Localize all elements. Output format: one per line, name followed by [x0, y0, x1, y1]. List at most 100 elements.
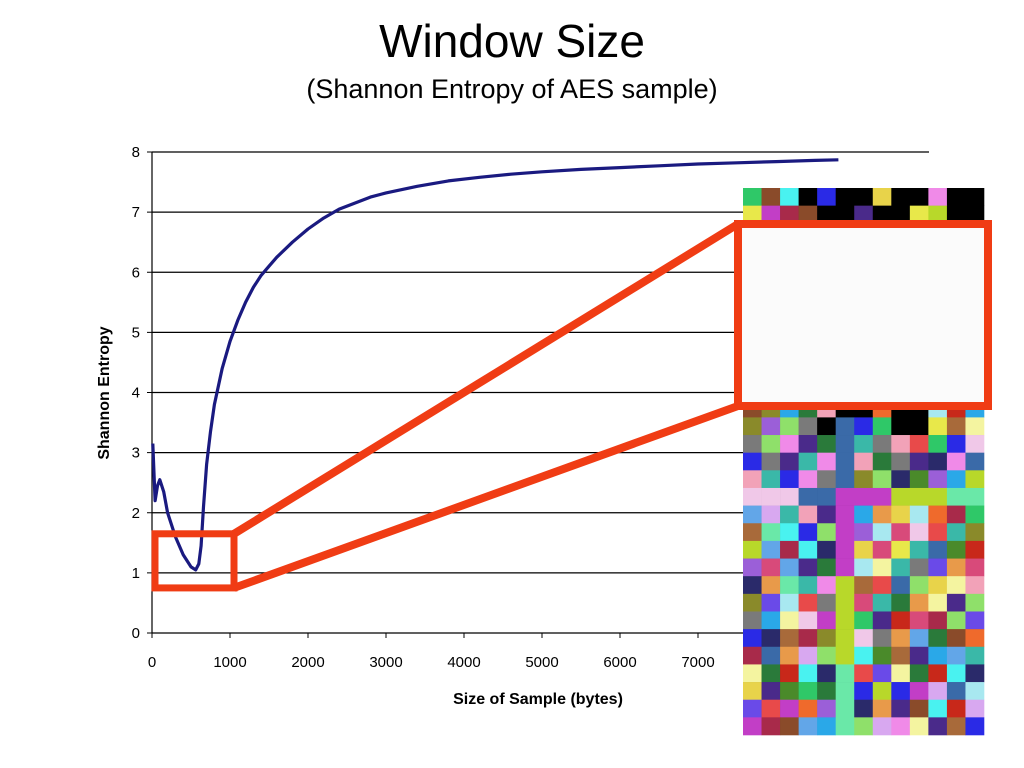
mosaic-cell — [965, 188, 985, 206]
mosaic-cell — [891, 664, 911, 683]
zoom-window-fill — [738, 224, 988, 406]
mosaic-cell — [891, 487, 911, 506]
mosaic-cell — [891, 417, 911, 436]
mosaic-cell — [872, 188, 892, 206]
mosaic-cell — [854, 470, 874, 489]
mosaic-cell — [817, 646, 836, 665]
mosaic-cell — [965, 452, 985, 471]
mosaic-cell — [909, 188, 929, 206]
mosaic-cell — [835, 505, 855, 524]
mosaic-cell — [761, 523, 781, 542]
mosaic-cell — [872, 205, 892, 224]
mosaic-cell — [780, 188, 799, 206]
mosaic-cell — [891, 717, 911, 736]
mosaic-cell — [761, 699, 781, 718]
mosaic-cell — [928, 717, 948, 736]
mosaic-cell — [928, 576, 948, 595]
mosaic-cell — [891, 205, 911, 224]
mosaic-cell — [835, 487, 855, 506]
mosaic-cell — [965, 487, 985, 506]
mosaic-cell — [798, 452, 818, 471]
mosaic-cell — [761, 717, 781, 736]
mosaic-cell — [835, 611, 855, 630]
mosaic-cell — [780, 523, 799, 542]
mosaic-cell — [835, 558, 855, 577]
mosaic-cell — [817, 470, 836, 489]
mosaic-cell — [835, 470, 855, 489]
mosaic-cell — [743, 523, 762, 542]
zoom-connector-top — [231, 220, 741, 538]
series — [151, 158, 839, 572]
mosaic-cell — [798, 188, 818, 206]
mosaic-cell — [946, 540, 966, 559]
y-axis-label: Shannon Entropy — [96, 326, 113, 459]
mosaic-cell — [817, 205, 836, 224]
mosaic-cell — [854, 699, 874, 718]
mosaic-cell — [817, 593, 836, 612]
mosaic-cell — [798, 717, 818, 736]
mosaic-cell — [817, 682, 836, 701]
mosaic-cell — [761, 646, 781, 665]
mosaic-cell — [872, 717, 892, 736]
mosaic-cell — [743, 558, 762, 577]
x-tick-label: 0 — [148, 654, 156, 671]
mosaic-cell — [891, 505, 911, 524]
mosaic-cell — [965, 540, 985, 559]
mosaic-cell — [761, 505, 781, 524]
x-tick-label: 5000 — [525, 654, 558, 671]
mosaic-cell — [946, 611, 966, 630]
mosaic-cell — [798, 558, 818, 577]
mosaic-cell — [946, 717, 966, 736]
mosaic-cell — [928, 188, 948, 206]
mosaic-cell — [817, 664, 836, 683]
mosaic-cell — [761, 611, 781, 630]
mosaic-cell — [928, 664, 948, 683]
mosaic-cell — [780, 487, 799, 506]
mosaic-cell — [761, 540, 781, 559]
mosaic-cell — [743, 487, 762, 506]
mosaic-cell — [817, 611, 836, 630]
mosaic-cell — [928, 611, 948, 630]
mosaic-cell — [761, 452, 781, 471]
x-tick-label: 4000 — [447, 654, 480, 671]
mosaic-cell — [891, 576, 911, 595]
mosaic-cell — [928, 540, 948, 559]
mosaic-cell — [946, 435, 966, 453]
mosaic-cell — [798, 593, 818, 612]
mosaic-cell — [909, 558, 929, 577]
y-tick-label: 2 — [132, 505, 140, 522]
mosaic-cell — [928, 487, 948, 506]
mosaic-cell — [743, 717, 762, 736]
mosaic-cell — [761, 629, 781, 648]
zoom-callout — [151, 220, 992, 592]
mosaic-cell — [835, 682, 855, 701]
mosaic-cell — [872, 682, 892, 701]
mosaic-cell — [743, 593, 762, 612]
mosaic-cell — [872, 664, 892, 683]
mosaic-cell — [761, 487, 781, 506]
mosaic-cell — [743, 682, 762, 701]
mosaic-cell — [761, 417, 781, 436]
mosaic-cell — [946, 188, 966, 206]
mosaic-cell — [835, 188, 855, 206]
mosaic-cell — [909, 699, 929, 718]
mosaic-cell — [872, 417, 892, 436]
mosaic-cell — [780, 205, 799, 224]
mosaic-cell — [817, 452, 836, 471]
mosaic-cell — [909, 611, 929, 630]
mosaic-cell — [909, 593, 929, 612]
mosaic-cell — [965, 505, 985, 524]
mosaic-cell — [761, 593, 781, 612]
mosaic-cell — [835, 435, 855, 453]
mosaic-cell — [761, 576, 781, 595]
mosaic-cell — [817, 540, 836, 559]
mosaic-cell — [872, 435, 892, 453]
x-tick-label: 1000 — [213, 654, 246, 671]
mosaic-cell — [854, 611, 874, 630]
x-tick-labels: 0 1000 2000 3000 4000 5000 6000 7000 — [148, 654, 715, 671]
mosaic-cell — [872, 505, 892, 524]
mosaic-cell — [946, 576, 966, 595]
mosaic-cell — [946, 417, 966, 436]
mosaic-cell — [928, 558, 948, 577]
x-tick-label: 3000 — [369, 654, 402, 671]
